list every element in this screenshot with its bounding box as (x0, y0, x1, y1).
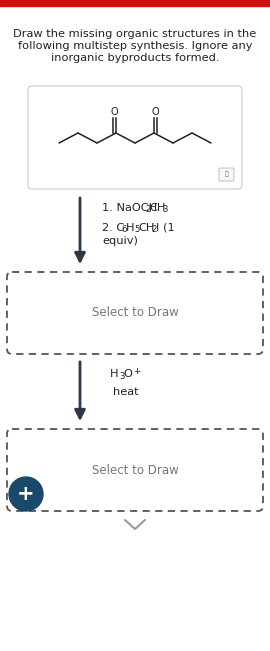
Text: 3: 3 (162, 206, 167, 214)
FancyBboxPatch shape (7, 272, 263, 354)
Bar (0, 0, 270, 6)
Text: +: + (133, 367, 140, 376)
Text: H: H (110, 369, 119, 379)
FancyBboxPatch shape (28, 86, 242, 189)
Text: 6: 6 (121, 225, 127, 234)
Text: CH: CH (139, 223, 155, 233)
Text: O: O (111, 107, 118, 117)
Text: O: O (123, 369, 132, 379)
Text: 🔍: 🔍 (225, 172, 228, 177)
Text: Select to Draw: Select to Draw (92, 307, 178, 320)
Text: heat: heat (113, 387, 139, 397)
Text: Select to Draw: Select to Draw (92, 464, 178, 477)
Text: CH: CH (150, 203, 166, 213)
Text: I (1: I (1 (156, 223, 174, 233)
Text: 3: 3 (119, 372, 124, 381)
Text: 2: 2 (151, 225, 157, 234)
Text: 1. NaOCH: 1. NaOCH (102, 203, 157, 213)
Text: Draw the missing organic structures in the
following multistep synthesis. Ignore: Draw the missing organic structures in t… (14, 29, 256, 62)
Text: O: O (152, 107, 159, 117)
Text: H: H (126, 223, 134, 233)
Text: equiv): equiv) (102, 236, 138, 246)
Circle shape (9, 477, 43, 511)
FancyBboxPatch shape (219, 168, 234, 181)
FancyBboxPatch shape (7, 429, 263, 511)
Text: 2: 2 (145, 206, 150, 214)
Text: 5: 5 (134, 225, 140, 234)
Text: +: + (17, 484, 35, 504)
Text: 2. C: 2. C (102, 223, 124, 233)
